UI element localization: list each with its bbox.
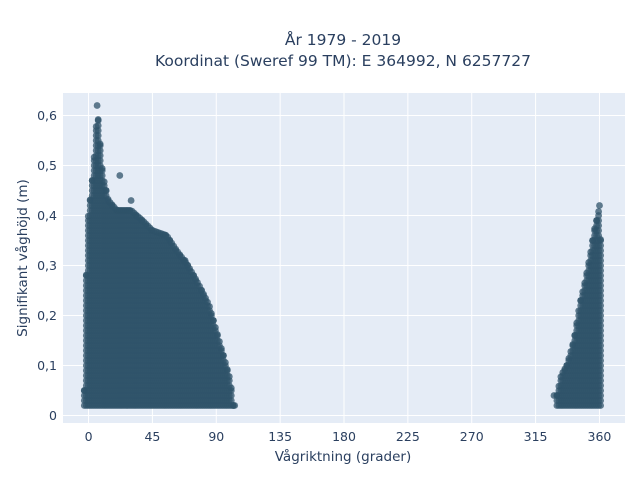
data-point	[595, 217, 602, 224]
data-point	[597, 347, 604, 354]
x-tick-label: 90	[208, 429, 224, 444]
y-tick-label: 0,6	[37, 108, 57, 123]
data-point	[597, 287, 604, 294]
data-point	[597, 242, 604, 249]
data-point	[597, 252, 604, 259]
data-point	[597, 312, 604, 319]
data-point	[597, 236, 604, 243]
x-tick-label: 0	[85, 429, 93, 444]
data-point	[597, 377, 604, 384]
data-point	[222, 359, 229, 366]
chart-title-line1: År 1979 - 2019	[285, 30, 401, 49]
data-point	[210, 317, 217, 324]
data-point	[597, 342, 604, 349]
data-point	[597, 367, 604, 374]
data-point	[597, 387, 604, 394]
x-tick-label: 360	[588, 429, 612, 444]
data-point	[96, 140, 104, 148]
x-tick-label: 135	[268, 429, 292, 444]
data-point	[220, 352, 227, 359]
data-point	[208, 310, 215, 317]
y-tick-label: 0,3	[37, 258, 57, 273]
data-points	[80, 102, 604, 409]
data-point	[597, 277, 604, 284]
data-point	[231, 402, 239, 409]
data-point	[127, 197, 135, 204]
data-point	[597, 267, 604, 274]
data-point	[94, 116, 102, 123]
y-tick-label: 0,2	[37, 308, 57, 323]
y-tick-label: 0,5	[37, 158, 57, 173]
tick-labels: 0 45 90 135 180 225 270 315 360 0 0,1 0,2 0,3 0,4 0,5 0…	[37, 108, 611, 444]
data-point	[597, 262, 604, 269]
y-tick-label: 0,1	[37, 358, 57, 373]
data-point	[595, 208, 602, 215]
data-point	[550, 392, 558, 399]
x-axis-label: Vågriktning (grader)	[275, 448, 412, 465]
data-point	[597, 327, 604, 334]
data-point	[181, 257, 189, 264]
data-point	[597, 382, 604, 389]
data-point	[597, 297, 604, 304]
y-tick-label: 0,4	[37, 208, 57, 223]
data-point	[98, 172, 106, 179]
data-point	[597, 372, 604, 379]
data-point	[597, 292, 604, 299]
data-point	[227, 392, 235, 399]
data-point	[227, 384, 235, 392]
x-tick-label: 45	[144, 429, 160, 444]
data-point	[597, 402, 604, 409]
data-point	[223, 366, 231, 373]
x-tick-label: 270	[460, 429, 484, 444]
data-point	[94, 127, 102, 134]
data-point	[93, 102, 101, 109]
y-tick-label: 0	[49, 408, 57, 423]
data-point	[597, 282, 604, 289]
data-point	[94, 122, 102, 129]
data-point	[206, 303, 213, 310]
data-point	[595, 222, 602, 229]
data-point	[597, 332, 604, 339]
data-point	[597, 272, 604, 279]
data-point	[597, 337, 604, 344]
data-point	[597, 247, 604, 254]
data-point	[597, 352, 604, 359]
data-point	[595, 227, 602, 234]
data-point	[96, 152, 104, 159]
data-point	[597, 307, 604, 314]
data-point	[100, 178, 108, 186]
data-point	[597, 257, 604, 264]
data-point	[597, 392, 604, 399]
data-point	[596, 202, 603, 209]
x-tick-label: 315	[524, 429, 548, 444]
data-point	[212, 324, 219, 331]
data-point	[597, 357, 604, 364]
data-point	[216, 338, 223, 345]
data-point	[597, 362, 604, 369]
data-point	[597, 322, 604, 329]
data-point	[218, 345, 225, 352]
chart-title-line2: Koordinat (Sweref 99 TM): E 364992, N 62…	[155, 52, 531, 70]
data-point	[102, 187, 110, 194]
x-tick-label: 225	[396, 429, 420, 444]
y-axis-label: Signifikant våghöjd (m)	[14, 179, 31, 337]
data-point	[597, 302, 604, 309]
data-point	[214, 331, 221, 338]
x-tick-label: 180	[332, 429, 356, 444]
data-point	[98, 165, 106, 172]
data-point	[96, 157, 104, 164]
data-point	[94, 132, 102, 139]
data-point	[597, 397, 604, 404]
data-point	[225, 373, 233, 380]
data-point	[96, 147, 104, 154]
data-point	[116, 172, 124, 179]
data-point	[597, 317, 604, 324]
